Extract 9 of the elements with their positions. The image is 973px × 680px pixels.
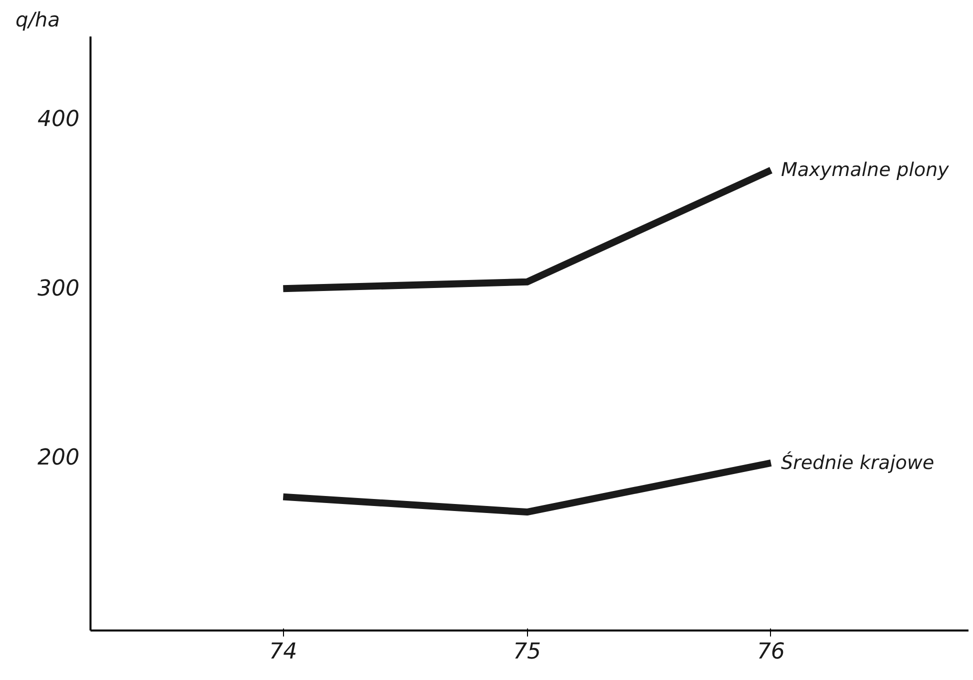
y-axis-title: q/ha	[16, 8, 60, 32]
y-tick-label: 400	[38, 107, 80, 132]
x-tick-label: 74	[269, 640, 298, 664]
y-tick-label: 200	[38, 446, 80, 471]
x-tick-label: 75	[513, 640, 542, 664]
series-label: Średnie krajowe	[780, 450, 934, 474]
series-label: Maxymalne plony	[780, 159, 950, 182]
y-tick-label: 300	[38, 276, 80, 302]
x-tick-label: 76	[756, 640, 785, 664]
